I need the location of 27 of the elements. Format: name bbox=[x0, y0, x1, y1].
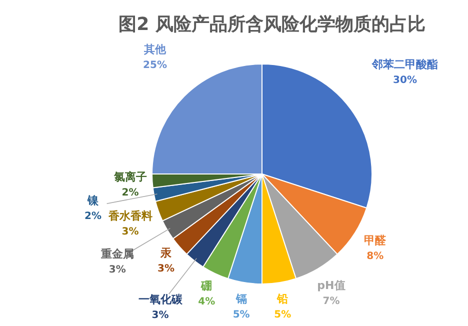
slice-label: 其他 bbox=[143, 43, 167, 56]
data-label: 2% bbox=[122, 187, 139, 198]
slice-label: 一氧化碳 bbox=[138, 293, 184, 306]
slice-label: 香水香料 bbox=[107, 209, 152, 222]
slice-label: 氯离子 bbox=[112, 170, 147, 184]
slice-label: 镍 bbox=[86, 194, 100, 208]
slice-label: 硼 bbox=[200, 280, 212, 293]
data-label: 3% bbox=[122, 226, 139, 238]
data-label: 25% bbox=[143, 60, 167, 71]
data-label: 3% bbox=[108, 264, 126, 276]
chart-title: 图2 风险产品所含风险化学物质的占比 bbox=[118, 14, 426, 35]
data-label: 3% bbox=[157, 264, 174, 275]
slice-label: 汞 bbox=[159, 246, 172, 260]
data-label: 2% bbox=[84, 211, 102, 222]
data-label: 4% bbox=[198, 296, 216, 308]
slice-label: 铅 bbox=[276, 292, 288, 306]
data-label: 5% bbox=[232, 309, 250, 320]
slice-label: 甲醛 bbox=[364, 234, 388, 247]
data-label: 7% bbox=[322, 296, 340, 308]
slice-label: 镉 bbox=[234, 292, 247, 306]
slice-label: 重金属 bbox=[100, 248, 134, 261]
slice-label: 邻苯二甲酸酯 bbox=[371, 58, 438, 71]
data-label: 8% bbox=[366, 250, 384, 262]
data-label: 5% bbox=[274, 309, 292, 320]
slice-label: pH值 bbox=[317, 279, 346, 292]
data-label: 30% bbox=[393, 75, 417, 86]
data-label: 3% bbox=[152, 310, 169, 322]
